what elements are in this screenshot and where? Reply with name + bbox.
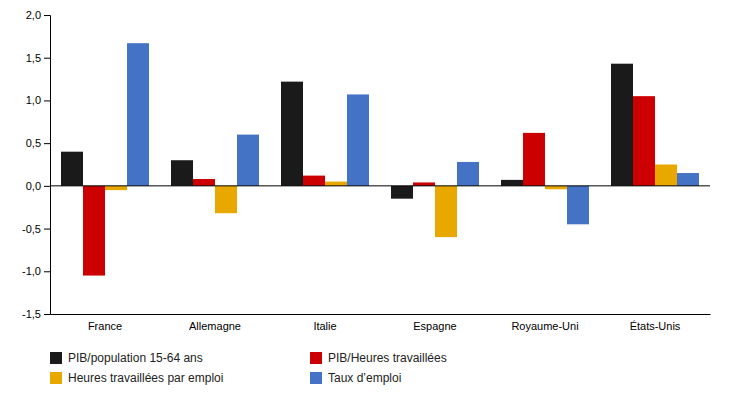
- tick-label: -0,5: [22, 223, 41, 235]
- tick-label: 1,0: [26, 94, 41, 106]
- bar: [237, 135, 259, 186]
- legend-label: PIB/Heures travaillées: [328, 351, 447, 365]
- series: [127, 43, 699, 224]
- bar: [127, 43, 149, 186]
- bar: [457, 162, 479, 186]
- tick: -1,0: [22, 265, 50, 277]
- tick-mark: [44, 143, 50, 144]
- tick-mark: [44, 314, 50, 315]
- tick: Italie: [313, 320, 336, 332]
- tick-label: 2,0: [26, 9, 41, 21]
- bar: [105, 186, 127, 190]
- tick-mark: [44, 271, 50, 272]
- bar: [325, 182, 347, 186]
- tick: Allemagne: [189, 320, 241, 332]
- axis-line: [51, 314, 711, 315]
- bar: [633, 96, 655, 186]
- tick: États-Unis: [630, 320, 681, 332]
- bar: [281, 82, 303, 186]
- legend-swatch: [50, 352, 62, 364]
- series: [105, 165, 677, 238]
- bars: [61, 43, 699, 275]
- tick-label: 0,5: [26, 137, 41, 149]
- bar: [545, 186, 567, 189]
- bar: [391, 186, 413, 199]
- legend-item: PIB/Heures travaillées: [310, 351, 447, 365]
- bar: [83, 186, 105, 276]
- tick-mark: [44, 186, 50, 187]
- tick: -0,5: [22, 223, 50, 235]
- tick-label: Allemagne: [189, 320, 241, 332]
- tick-label: France: [88, 320, 122, 332]
- bar: [303, 176, 325, 186]
- legend-label: Taux d’emploi: [328, 371, 401, 385]
- tick-label: -1,0: [22, 265, 41, 277]
- bar: [193, 179, 215, 186]
- bar: [413, 182, 435, 185]
- tick-mark: [44, 229, 50, 230]
- tick: 1,5: [26, 52, 50, 64]
- y-axis: -1,5 -1,0 -0,5 0,0 0,5 1,0 1,5 2,0: [22, 9, 50, 320]
- legend-swatch: [310, 372, 322, 384]
- bar: [501, 180, 523, 186]
- tick-label: Royaume-Uni: [511, 320, 578, 332]
- legend-label: PIB/population 15-64 ans: [68, 351, 203, 365]
- tick: 0,5: [26, 137, 50, 149]
- bar: [215, 186, 237, 213]
- tick-mark: [44, 100, 50, 101]
- tick: Espagne: [413, 320, 456, 332]
- tick: 2,0: [26, 9, 50, 21]
- bar: [435, 186, 457, 237]
- tick: Royaume-Uni: [511, 320, 578, 332]
- tick: 0,0: [26, 180, 50, 192]
- legend-swatch: [310, 352, 322, 364]
- bar: [677, 173, 699, 186]
- tick: France: [88, 320, 122, 332]
- tick-label: États-Unis: [630, 320, 681, 332]
- tick-label: Espagne: [413, 320, 456, 332]
- tick-label: -1,5: [22, 308, 41, 320]
- bar: [523, 133, 545, 186]
- tick-mark: [44, 15, 50, 16]
- bar: [567, 186, 589, 224]
- x-axis: France Allemagne Italie Espagne Royaume-Uni É…: [51, 315, 711, 332]
- tick-label: 1,5: [26, 52, 41, 64]
- tick-label: Italie: [313, 320, 336, 332]
- legend-item: Heures travaillées par emploi: [50, 371, 223, 385]
- bar: [347, 94, 369, 185]
- legend: PIB/population 15-64 ans PIB/Heures trava…: [50, 351, 447, 385]
- bar: [611, 64, 633, 186]
- bar: [655, 165, 677, 186]
- chart: -1,5 -1,0 -0,5 0,0 0,5 1,0 1,5 2,0 France Allemag…: [0, 0, 730, 409]
- legend-label: Heures travaillées par emploi: [68, 371, 223, 385]
- bar: [61, 152, 83, 186]
- legend-item: Taux d’emploi: [310, 371, 401, 385]
- bar: [171, 160, 193, 186]
- tick: -1,5: [22, 308, 50, 320]
- tick-label: 0,0: [26, 180, 41, 192]
- tick-mark: [44, 58, 50, 59]
- axis-line: [44, 16, 51, 315]
- tick: 1,0: [26, 94, 50, 106]
- zero-line: [50, 185, 710, 186]
- plot: -1,5 -1,0 -0,5 0,0 0,5 1,0 1,5 2,0 France Allemag…: [22, 9, 710, 332]
- legend-item: PIB/population 15-64 ans: [50, 351, 203, 365]
- legend-swatch: [50, 372, 62, 384]
